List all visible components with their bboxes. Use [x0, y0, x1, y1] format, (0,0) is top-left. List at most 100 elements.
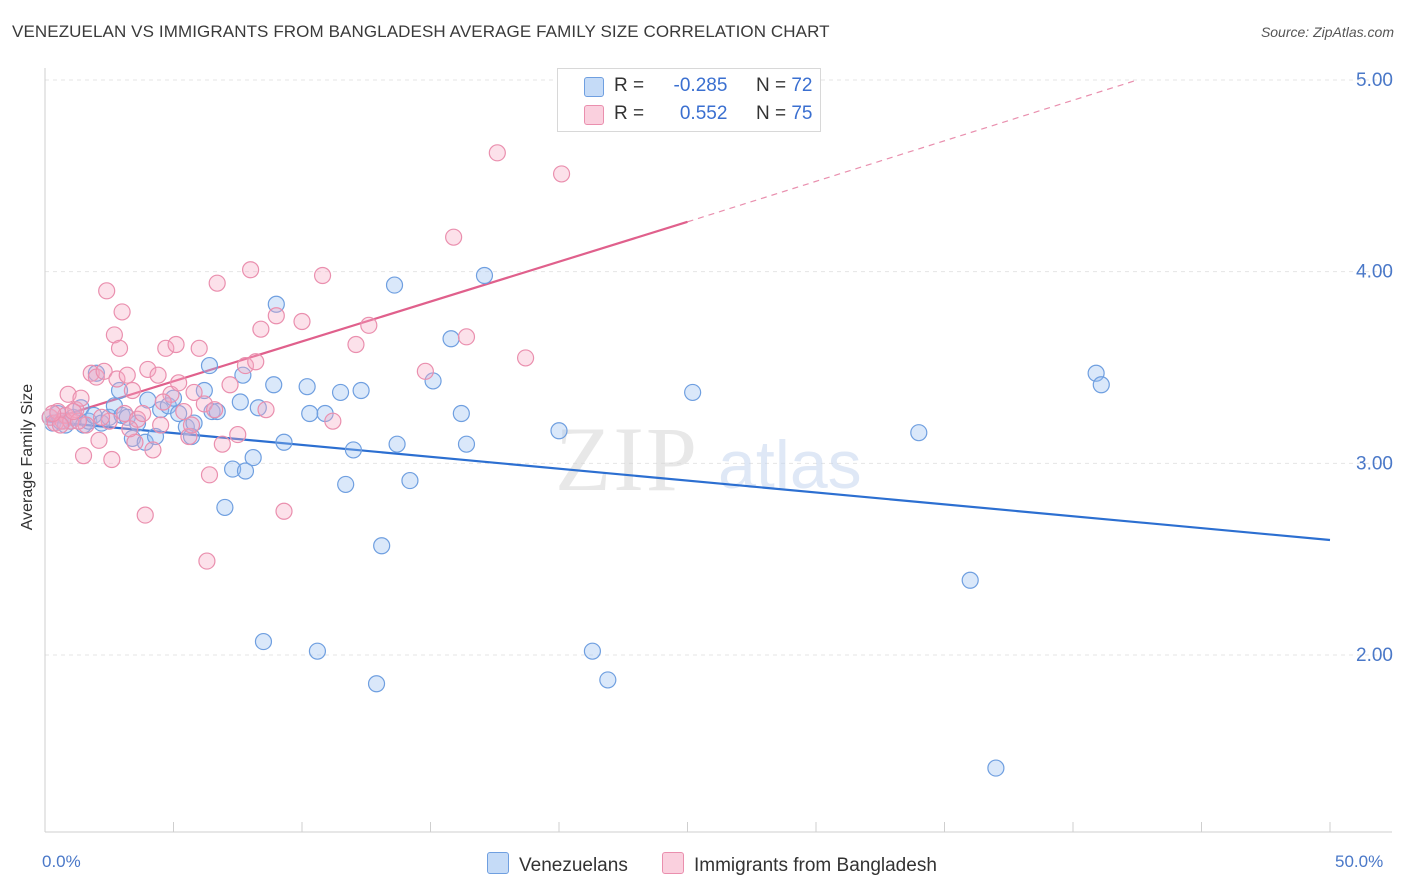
data-point-blue [200, 356, 219, 375]
bottom-legend-label: Immigrants from Bangladesh [694, 855, 937, 876]
data-point-blue [308, 642, 327, 660]
chart-title: VENEZUELAN VS IMMIGRANTS FROM BANGLADESH… [12, 22, 830, 41]
data-point-pink [257, 401, 275, 419]
data-point-pink [95, 362, 113, 380]
legend-swatch-pink [584, 105, 604, 125]
legend-swatch-blue [584, 77, 604, 97]
data-point-blue [216, 498, 234, 517]
data-point-pink [139, 360, 157, 379]
y-tick-label: 4.00 [1356, 262, 1393, 283]
data-point-pink [92, 408, 111, 426]
data-point-pink [252, 320, 270, 338]
data-point-pink [110, 339, 129, 357]
data-point-pink [416, 362, 434, 380]
trend-lines [44, 79, 1331, 542]
data-point-blue [195, 381, 213, 400]
data-point-blue [910, 424, 928, 442]
data-point-blue [275, 433, 293, 451]
source-label: Source: ZipAtlas.com [1260, 24, 1394, 40]
data-point-pink [149, 366, 167, 384]
data-point-pink [360, 316, 378, 334]
data-point-pink [74, 447, 93, 465]
data-point-pink [170, 374, 188, 392]
axes [44, 68, 1392, 833]
data-point-pink [121, 420, 139, 438]
trend-line-blue [44, 420, 1331, 542]
data-point-pink [108, 370, 126, 388]
data-point-pink [313, 266, 332, 285]
data-point-pink [136, 506, 154, 524]
data-point-pink [198, 552, 216, 570]
legend-n-label: N = [755, 103, 787, 124]
data-point-blue [452, 404, 470, 423]
data-point-pink [44, 404, 62, 423]
legend-r-value: -0.285 [673, 75, 728, 96]
data-point-pink [457, 328, 476, 346]
data-point-pink [185, 383, 203, 402]
data-point-blue [684, 383, 702, 402]
data-point-blue [331, 383, 350, 402]
data-point-blue [987, 759, 1005, 777]
y-axis-label: Average Family Size [19, 383, 36, 531]
data-point-blue [385, 276, 404, 294]
data-point-blue [234, 366, 252, 384]
legend-n-value: 72 [791, 75, 813, 96]
data-point-pink [167, 335, 185, 354]
data-point-pink [552, 165, 571, 183]
data-point-pink [72, 389, 90, 407]
trend-line-pink [44, 220, 688, 423]
data-point-pink [175, 402, 193, 421]
data-point-pink [113, 303, 131, 321]
bottom-legend-bangladesh: Immigrants from Bangladesh [662, 852, 937, 877]
data-point-blue [352, 381, 370, 400]
data-point-blue [475, 266, 494, 285]
data-point-pink [516, 349, 535, 367]
data-point-pink [267, 307, 285, 325]
data-point-blue [208, 402, 226, 421]
data-point-pink [98, 282, 116, 300]
data-point-pink [157, 339, 175, 357]
data-point-pink [206, 401, 224, 419]
data-point-pink [90, 431, 108, 449]
data-point-blue [388, 435, 406, 453]
data-point-pink [59, 385, 77, 403]
legend-r-label: R = [614, 75, 645, 96]
data-point-pink [103, 450, 121, 469]
data-point-blue [961, 571, 979, 589]
trend-line-extension-pink [687, 79, 1138, 223]
data-point-pink [445, 228, 463, 246]
legend-n-value: 75 [791, 103, 813, 124]
data-point-pink [488, 144, 506, 162]
data-point-pink [247, 353, 265, 371]
data-point-pink [123, 381, 141, 400]
data-point-blue [367, 675, 386, 693]
bottom-legend-swatch-pink [662, 852, 684, 874]
data-point-pink [190, 339, 208, 357]
data-point-pink [347, 335, 365, 354]
data-point-blue [265, 376, 283, 394]
data-point-pink [69, 412, 88, 430]
data-point-pink [229, 425, 247, 444]
data-point-pink [213, 435, 231, 453]
data-point-blue [599, 671, 617, 689]
data-point-blue [236, 462, 255, 480]
data-point-blue [254, 632, 273, 651]
bottom-legend-venezuelans: Venezuelans [487, 852, 628, 877]
data-point-blue [550, 422, 568, 440]
data-point-pink [154, 393, 172, 411]
data-point-pink [182, 416, 201, 434]
data-point-pink [221, 376, 239, 394]
x-tick-label-min: 0.0% [42, 852, 81, 871]
y-tick-label: 2.00 [1356, 645, 1393, 666]
data-point-blue [224, 460, 242, 478]
data-point-blue [583, 642, 602, 660]
correlation-legend: R = -0.285 N = 72 R = 0.552 N = 75 [557, 68, 821, 132]
y-tick-label: 3.00 [1356, 453, 1393, 474]
data-point-blue [301, 404, 319, 423]
data-point-blue [373, 537, 391, 555]
bottom-legend-label: Venezuelans [519, 855, 628, 876]
data-point-blue [337, 475, 355, 494]
data-point-pink [200, 466, 219, 484]
data-point-pink [100, 412, 118, 430]
data-point-blue [457, 435, 476, 453]
